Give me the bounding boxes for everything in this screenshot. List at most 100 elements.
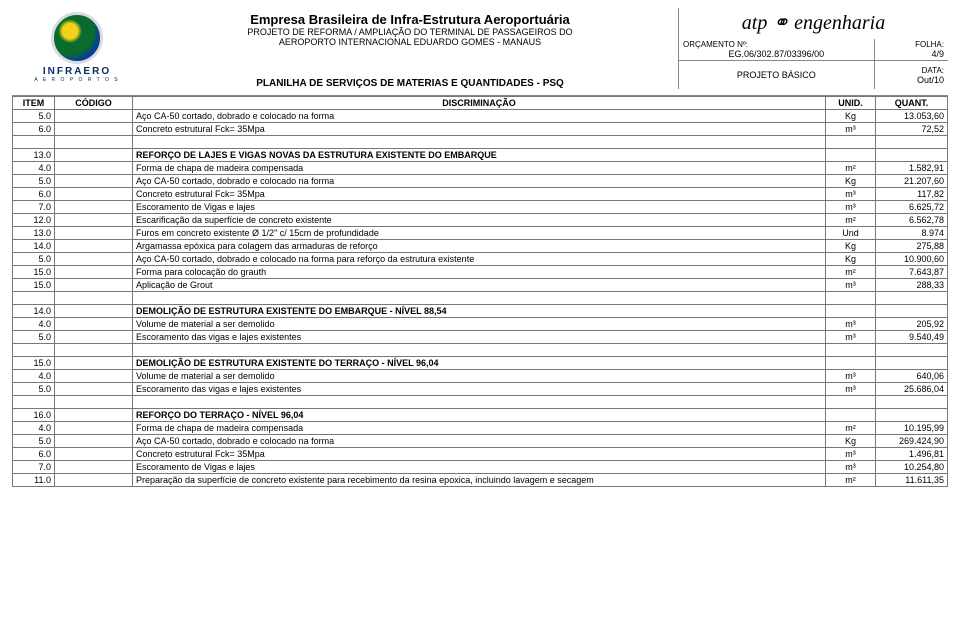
cell-disc: Concreto estrutural Fck= 35Mpa (133, 123, 826, 136)
cell-codigo (55, 409, 133, 422)
cell-disc: Escoramento de Vigas e lajes (133, 461, 826, 474)
cell-quant: 21.207,60 (876, 175, 948, 188)
table-row: 7.0Escoramento de Vigas e lajesm³10.254,… (13, 461, 948, 474)
cell-item: 15.0 (13, 266, 55, 279)
cell-item: 7.0 (13, 201, 55, 214)
cell-codigo (55, 370, 133, 383)
table-row: 12.0 Escarificação da superfície de concr… (13, 214, 948, 227)
cell-codigo (55, 162, 133, 175)
table-row: 4.0Forma de chapa de madeira compensadam… (13, 162, 948, 175)
company-title: Empresa Brasileira de Infra-Estrutura Ae… (150, 12, 670, 27)
blank-cell (133, 292, 826, 305)
cell-codigo (55, 474, 133, 487)
cell-disc: Aço CA-50 cortado, dobrado e colocado na… (133, 435, 826, 448)
cell-quant: 640,06 (876, 370, 948, 383)
cell-quant (876, 409, 948, 422)
table-row: 5.0 Aço CA-50 cortado, dobrado e colocado… (13, 435, 948, 448)
cell-unid: Und (826, 227, 876, 240)
cell-codigo (55, 149, 133, 162)
cell-quant: 6.562,78 (876, 214, 948, 227)
cell-disc: Aço CA-50 cortado, dobrado e colocado na… (133, 253, 826, 266)
cell-quant: 8.974 (876, 227, 948, 240)
cell-quant: 13.053,60 (876, 110, 948, 123)
link-icon: ⚭ (772, 12, 789, 34)
cell-unid: m³ (826, 331, 876, 344)
cell-item: 12.0 (13, 214, 55, 227)
cell-quant: 269.424,90 (876, 435, 948, 448)
table-row: 5.0Aço CA-50 cortado, dobrado e colocado… (13, 175, 948, 188)
cell-quant (876, 149, 948, 162)
atp-brand-cell: atp ⚭ engenharia (679, 8, 948, 39)
cell-quant: 117,82 (876, 188, 948, 201)
cell-codigo (55, 357, 133, 370)
cell-unid: m² (826, 422, 876, 435)
blank-cell (55, 396, 133, 409)
table-row: 5.0Escoramento das vigas e lajes existen… (13, 331, 948, 344)
cell-quant: 275,88 (876, 240, 948, 253)
cell-item: 4.0 (13, 370, 55, 383)
cell-item: 15.0 (13, 279, 55, 292)
cell-item: 5.0 (13, 175, 55, 188)
blank-cell (826, 396, 876, 409)
table-row: 7.0Escoramento de Vigas e lajesm³6.625,7… (13, 201, 948, 214)
cell-unid: m³ (826, 279, 876, 292)
cell-disc: Argamassa epóxica para colagem das armad… (133, 240, 826, 253)
table-row: 14.0 Argamassa epóxica para colagem das a… (13, 240, 948, 253)
cell-unid: m³ (826, 448, 876, 461)
cell-item: 14.0 (13, 240, 55, 253)
table-row: 16.0REFORÇO DO TERRAÇO - NÍVEL 96,04 (13, 409, 948, 422)
cell-quant: 10.900,60 (876, 253, 948, 266)
table-row (13, 344, 948, 357)
cell-unid: m³ (826, 201, 876, 214)
blank-cell (826, 292, 876, 305)
cell-codigo (55, 279, 133, 292)
blank-cell (13, 136, 55, 149)
blank-cell (876, 344, 948, 357)
cell-section-header: REFORÇO DE LAJES E VIGAS NOVAS DA ESTRUT… (133, 149, 826, 162)
folha-value: 4/9 (879, 49, 944, 59)
cell-disc: Concreto estrutural Fck= 35Mpa (133, 448, 826, 461)
orcamento-label: ORÇAMENTO Nº: (683, 40, 870, 49)
cell-codigo (55, 188, 133, 201)
cell-codigo (55, 383, 133, 396)
cell-unid: Kg (826, 240, 876, 253)
cell-quant: 10.254,80 (876, 461, 948, 474)
cell-unid: m³ (826, 318, 876, 331)
project-line-2: AEROPORTO INTERNACIONAL EDUARDO GOMES - … (150, 37, 670, 47)
folha-label: FOLHA: (879, 40, 944, 49)
cell-unid: m³ (826, 123, 876, 136)
cell-unid: m³ (826, 383, 876, 396)
cell-disc: Aplicação de Grout (133, 279, 826, 292)
cell-codigo (55, 214, 133, 227)
cell-codigo (55, 461, 133, 474)
cell-item: 5.0 (13, 435, 55, 448)
blank-cell (55, 344, 133, 357)
table-row: 13.0REFORÇO DE LAJES E VIGAS NOVAS DA ES… (13, 149, 948, 162)
document-page: INFRAERO A E R O P O R T O S Empresa Bra… (0, 0, 960, 495)
cell-item: 11.0 (13, 474, 55, 487)
table-row: 4.0Volume de material a ser demolidom³20… (13, 318, 948, 331)
table-row (13, 396, 948, 409)
table-row: 6.0Concreto estrutural Fck= 35Mpam³117,8… (13, 188, 948, 201)
blank-cell (133, 396, 826, 409)
data-label: DATA: (879, 66, 944, 75)
blank-cell (13, 292, 55, 305)
cell-codigo (55, 266, 133, 279)
cell-codigo (55, 175, 133, 188)
cell-unid: Kg (826, 435, 876, 448)
cell-codigo (55, 110, 133, 123)
cell-item: 7.0 (13, 461, 55, 474)
cell-disc: Escarificação da superfície de concreto … (133, 214, 826, 227)
table-row: 4.0Forma de chapa de madeira compensadam… (13, 422, 948, 435)
table-row: 5.0Aço CA-50 cortado, dobrado e colocado… (13, 253, 948, 266)
cell-section-header: DEMOLIÇÃO DE ESTRUTURA EXISTENTE DO TERR… (133, 357, 826, 370)
blank-cell (55, 136, 133, 149)
table-row: 11.0Preparação da superfície de concreto… (13, 474, 948, 487)
cell-codigo (55, 201, 133, 214)
cell-codigo (55, 240, 133, 253)
cell-section-header: REFORÇO DO TERRAÇO - NÍVEL 96,04 (133, 409, 826, 422)
cell-section-header: DEMOLIÇÃO DE ESTRUTURA EXISTENTE DO EMBA… (133, 305, 826, 318)
blank-cell (876, 136, 948, 149)
cell-item: 5.0 (13, 383, 55, 396)
cell-codigo (55, 422, 133, 435)
